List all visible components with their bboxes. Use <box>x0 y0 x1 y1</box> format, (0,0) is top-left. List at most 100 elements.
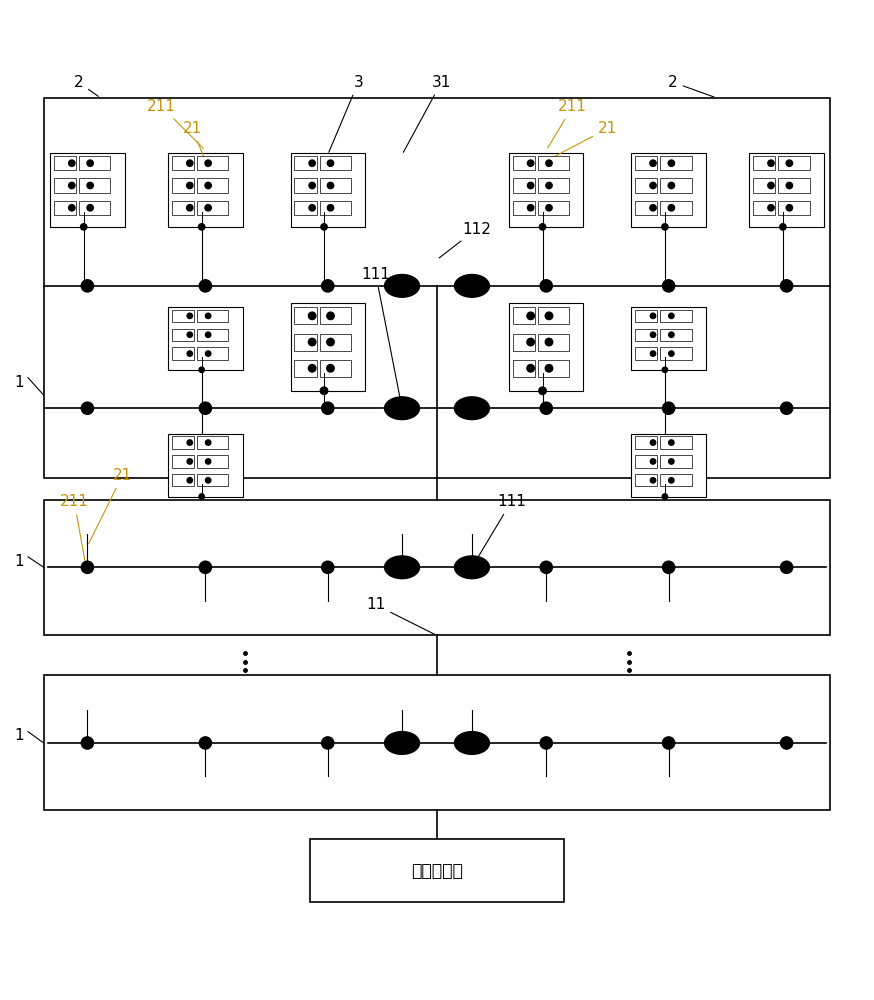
Circle shape <box>187 182 193 189</box>
Circle shape <box>546 205 552 211</box>
Text: 31: 31 <box>404 75 451 152</box>
Bar <box>172 455 194 468</box>
Ellipse shape <box>454 397 489 420</box>
Circle shape <box>650 160 656 166</box>
Text: 3: 3 <box>329 75 364 152</box>
Bar <box>661 436 691 449</box>
Circle shape <box>187 351 192 356</box>
Bar <box>513 178 535 193</box>
Circle shape <box>669 459 674 464</box>
Ellipse shape <box>385 732 420 754</box>
Circle shape <box>546 182 552 189</box>
Bar <box>631 153 706 227</box>
Circle shape <box>768 160 774 166</box>
Bar <box>198 347 228 360</box>
Ellipse shape <box>454 732 489 754</box>
Circle shape <box>187 332 192 337</box>
Circle shape <box>309 182 316 189</box>
Circle shape <box>787 160 793 166</box>
Bar <box>44 500 830 635</box>
Circle shape <box>546 160 552 166</box>
Bar <box>44 675 830 810</box>
Circle shape <box>205 205 212 211</box>
Circle shape <box>662 561 675 573</box>
Circle shape <box>650 182 656 189</box>
Bar <box>661 201 691 215</box>
Bar <box>295 178 316 193</box>
Bar <box>779 178 809 193</box>
Bar <box>295 307 316 324</box>
Bar <box>635 201 657 215</box>
Bar <box>54 201 76 215</box>
Circle shape <box>669 351 674 356</box>
Circle shape <box>205 313 211 319</box>
Bar <box>661 474 691 486</box>
Circle shape <box>309 338 316 346</box>
Circle shape <box>205 459 211 464</box>
Bar <box>635 474 657 486</box>
Bar <box>513 360 535 377</box>
Bar <box>198 455 228 468</box>
Text: 111: 111 <box>474 494 526 565</box>
Circle shape <box>780 224 786 230</box>
Circle shape <box>199 280 212 292</box>
Bar <box>54 178 76 193</box>
Circle shape <box>528 205 534 211</box>
Circle shape <box>199 494 205 499</box>
Circle shape <box>780 561 793 573</box>
Bar <box>635 329 657 341</box>
Bar <box>635 310 657 322</box>
Circle shape <box>327 312 334 320</box>
Circle shape <box>787 205 793 211</box>
Circle shape <box>327 338 334 346</box>
Circle shape <box>669 182 675 189</box>
Circle shape <box>309 312 316 320</box>
Circle shape <box>545 365 552 372</box>
Circle shape <box>187 459 192 464</box>
Bar <box>538 201 569 215</box>
Text: 2: 2 <box>73 75 98 96</box>
Circle shape <box>528 182 534 189</box>
Bar <box>320 360 350 377</box>
Ellipse shape <box>454 275 489 297</box>
Circle shape <box>669 332 674 337</box>
Circle shape <box>545 338 552 346</box>
Bar <box>172 474 194 486</box>
Circle shape <box>780 280 793 292</box>
Circle shape <box>309 205 316 211</box>
Bar <box>538 334 569 351</box>
Circle shape <box>539 224 545 230</box>
Circle shape <box>650 478 656 483</box>
Bar <box>168 153 242 227</box>
Circle shape <box>187 160 193 166</box>
Circle shape <box>199 561 212 573</box>
Bar <box>631 307 706 370</box>
Bar <box>631 434 706 497</box>
Circle shape <box>669 205 675 211</box>
Bar <box>753 178 775 193</box>
Bar <box>295 156 316 170</box>
Bar <box>80 178 110 193</box>
Circle shape <box>538 387 546 394</box>
Bar <box>172 178 194 193</box>
Circle shape <box>662 737 675 749</box>
Bar <box>320 307 350 324</box>
Circle shape <box>540 402 552 414</box>
Ellipse shape <box>454 556 489 579</box>
Circle shape <box>662 280 675 292</box>
Circle shape <box>650 332 656 337</box>
Bar <box>509 303 584 391</box>
Circle shape <box>527 338 534 346</box>
Text: 污水处理厂: 污水处理厂 <box>411 862 463 880</box>
Text: 1: 1 <box>14 375 24 390</box>
Circle shape <box>205 160 212 166</box>
Bar <box>779 156 809 170</box>
Bar <box>198 178 228 193</box>
Circle shape <box>328 160 334 166</box>
Circle shape <box>768 205 774 211</box>
Circle shape <box>87 182 94 189</box>
Bar <box>198 156 228 170</box>
Circle shape <box>650 459 656 464</box>
Circle shape <box>87 160 94 166</box>
Circle shape <box>205 478 211 483</box>
